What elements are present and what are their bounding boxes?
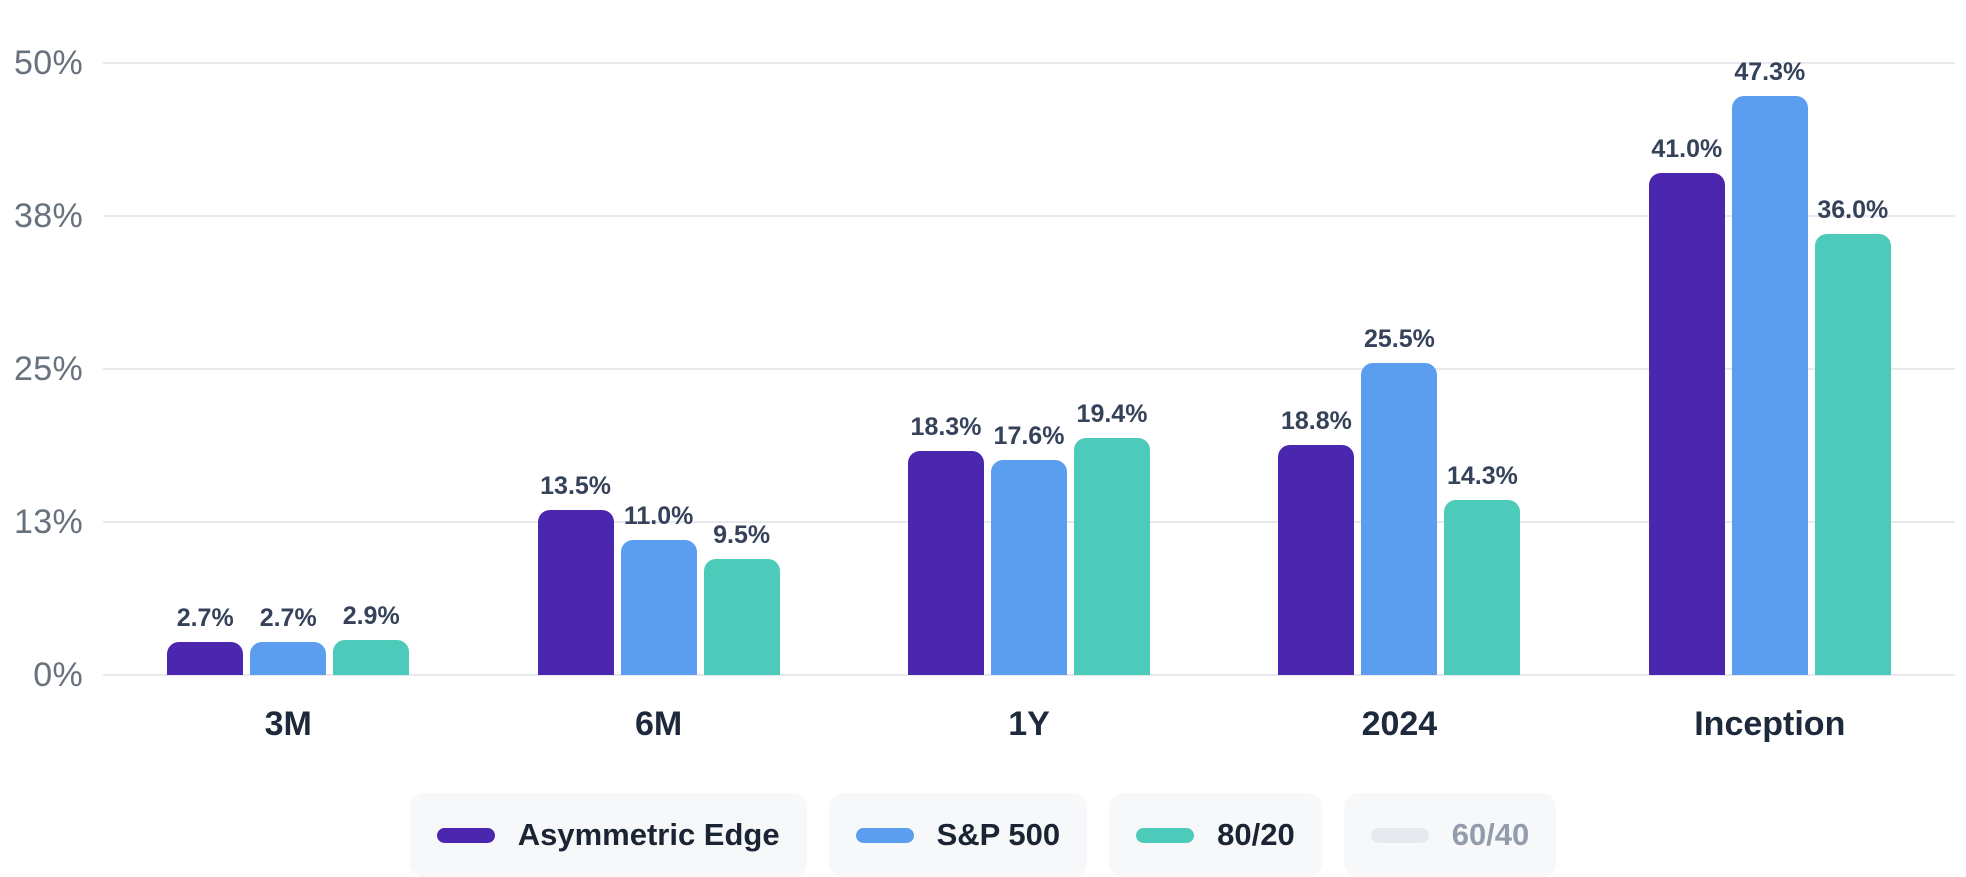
bar-s-p-500-3m[interactable]: [250, 641, 327, 675]
bar-asymmetric-edge-1y[interactable]: [908, 451, 984, 675]
gridline: [103, 674, 1955, 676]
chart-legend: Asymmetric Edge S&P 500 80/20 60/40: [0, 793, 1966, 877]
legend-item-60-40[interactable]: 60/40: [1343, 793, 1557, 877]
bar-value-label: 19.4%: [1076, 399, 1148, 428]
gridline: [103, 215, 1955, 217]
bar-value-label: 2.7%: [176, 603, 234, 632]
legend-swatch-icon: [1370, 827, 1429, 843]
bar-value-label: 14.3%: [1446, 461, 1518, 490]
legend-item-s-p-500[interactable]: S&P 500: [828, 793, 1088, 877]
bar-value-label: 47.3%: [1734, 58, 1806, 87]
bar-s-p-500-6m[interactable]: [620, 540, 697, 675]
bar-s-p-500-inception[interactable]: [1731, 96, 1808, 675]
bar-80-20-6m[interactable]: [703, 558, 780, 675]
bar-value-label: 36.0%: [1817, 196, 1889, 225]
y-axis-tick-label: 13%: [14, 503, 83, 541]
legend-swatch-icon: [1136, 827, 1195, 843]
bar-value-label: 11.0%: [623, 502, 694, 531]
gridline: [103, 62, 1955, 64]
legend-item-label: Asymmetric Edge: [517, 817, 780, 852]
bar-value-label: 9.5%: [713, 520, 771, 549]
legend-item-80-20[interactable]: 80/20: [1109, 793, 1322, 877]
bar-value-label: 2.9%: [342, 601, 400, 630]
legend-item-asymmetric-edge[interactable]: Asymmetric Edge: [409, 793, 807, 877]
bar-value-label: 13.5%: [540, 471, 612, 500]
bar-80-20-2024[interactable]: [1444, 499, 1521, 675]
legend-swatch-icon: [855, 827, 914, 843]
legend-item-label: 80/20: [1217, 817, 1295, 852]
x-axis-category-label: 2024: [1361, 705, 1438, 743]
bar-80-20-inception[interactable]: [1814, 234, 1891, 675]
gridline: [103, 368, 1955, 370]
x-axis-category-label: Inception: [1694, 705, 1846, 743]
x-axis-category-label: 3M: [264, 705, 312, 743]
bar-80-20-1y[interactable]: [1074, 437, 1150, 675]
legend-swatch-icon: [436, 827, 495, 843]
y-axis-tick-label: 25%: [14, 350, 83, 388]
x-axis-category-label: 1Y: [1008, 705, 1050, 743]
bar-value-label: 25.5%: [1363, 324, 1435, 353]
bar-value-label: 18.3%: [910, 413, 982, 442]
bar-value-label: 2.7%: [259, 603, 317, 632]
y-axis-tick-label: 0%: [33, 656, 83, 694]
bar-value-label: 17.6%: [993, 421, 1065, 450]
bar-80-20-3m[interactable]: [333, 639, 410, 675]
bar-s-p-500-1y[interactable]: [991, 459, 1067, 675]
bar-asymmetric-edge-2024[interactable]: [1278, 444, 1355, 675]
y-axis-tick-label: 50%: [14, 44, 83, 82]
bar-asymmetric-edge-3m[interactable]: [167, 641, 244, 675]
bar-value-label: 41.0%: [1651, 135, 1723, 164]
bar-value-label: 18.8%: [1280, 406, 1352, 435]
legend-item-label: S&P 500: [936, 817, 1061, 852]
y-axis-tick-label: 38%: [14, 197, 83, 235]
x-axis-category-label: 6M: [634, 705, 683, 743]
bar-asymmetric-edge-6m[interactable]: [537, 509, 614, 675]
bar-s-p-500-2024[interactable]: [1361, 362, 1438, 675]
legend-item-label: 60/40: [1451, 817, 1530, 852]
bar-asymmetric-edge-inception[interactable]: [1648, 173, 1725, 675]
